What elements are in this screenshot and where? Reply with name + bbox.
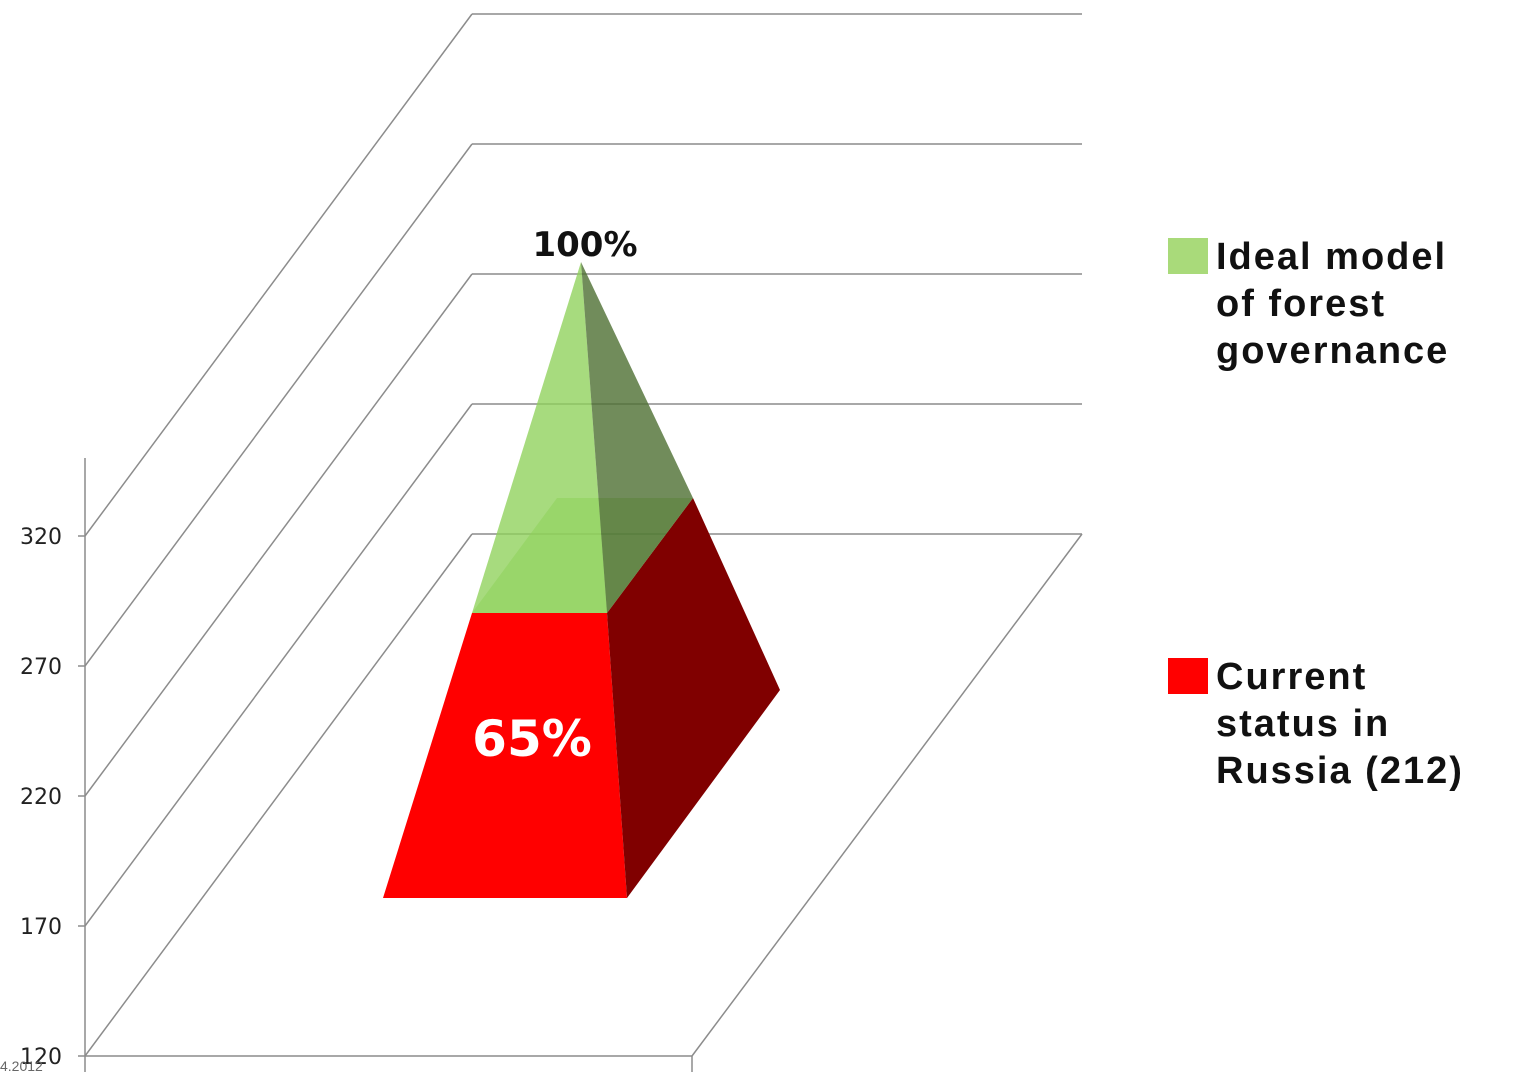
data-label-ideal: 100% (532, 225, 637, 265)
series-ideal-model (472, 262, 693, 613)
ideal-model-front-face (472, 262, 607, 613)
y-tick-label-270: 270 (20, 655, 62, 680)
legend-swatch-current (1168, 658, 1208, 694)
legend-item-current: Current status in Russia (212) (1168, 654, 1518, 795)
y-tick-label-170: 170 (20, 915, 62, 940)
y-axis-ticks (78, 535, 85, 1057)
legend: Ideal model of forest governance (1168, 234, 1518, 375)
ideal-model-side-face (581, 262, 693, 613)
back-wall-line-1 (84, 13, 473, 537)
back-wall-line-4 (84, 403, 473, 927)
current-status-side-face (607, 498, 780, 898)
legend-item-ideal: Ideal model of forest governance (1168, 234, 1518, 375)
current-status-front-face (383, 613, 627, 898)
y-tick-label-220: 220 (20, 785, 62, 810)
legend-second: Current status in Russia (212) (1168, 654, 1518, 795)
legend-swatch-ideal (1168, 238, 1208, 274)
back-wall-line-2 (84, 143, 473, 667)
y-tick-label-320: 320 (20, 525, 62, 550)
floor-right-edge (691, 533, 1083, 1057)
legend-label-ideal: Ideal model of forest governance (1216, 236, 1450, 372)
back-wall-line-3 (84, 273, 473, 797)
grid-lines (84, 13, 1083, 1072)
back-wall-line-5 (84, 533, 473, 1057)
footer-date: 4.2012 (0, 1058, 43, 1074)
series-current-status (383, 498, 780, 898)
data-label-current: 65% (472, 710, 592, 768)
y-tick-label-120: 120 (20, 1045, 62, 1070)
legend-label-current: Current status in Russia (212) (1216, 656, 1464, 792)
